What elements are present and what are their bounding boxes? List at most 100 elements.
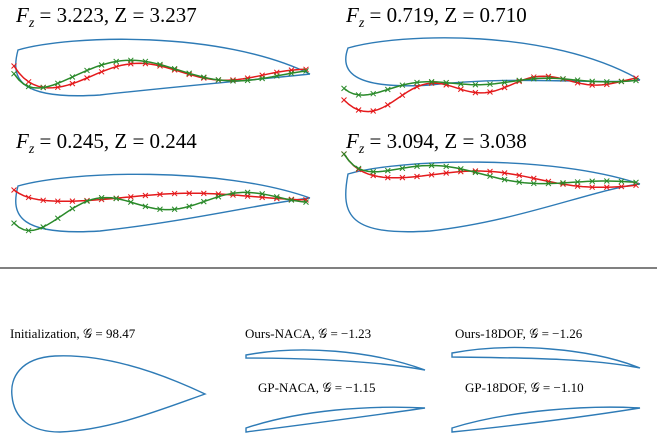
airfoil [345, 37, 641, 87]
pressure-curve [13, 191, 307, 232]
curve-marker [472, 81, 479, 88]
curve-marker [259, 191, 266, 197]
curve-marker [603, 184, 610, 191]
curve-marker [443, 79, 450, 86]
curve-marker [618, 78, 625, 85]
curve-marker [186, 70, 193, 77]
curve-marker [11, 220, 17, 226]
result-label: GP-18DOF, 𝒢 = −1.10 [465, 380, 584, 395]
curve-marker [98, 68, 105, 75]
curve-marker [516, 172, 523, 179]
curve-marker [443, 170, 450, 176]
curve-marker [54, 80, 61, 87]
symbol: F [345, 3, 359, 27]
curve-marker [384, 86, 391, 93]
curve-marker [370, 168, 377, 175]
result-label: Ours-18DOF, 𝒢 = −1.26 [455, 326, 583, 341]
curve-marker [501, 84, 508, 91]
curve-marker [618, 183, 625, 190]
curve-marker [414, 163, 420, 170]
curve-marker [98, 62, 105, 68]
panel-title: Fz = 3.223, Z = 3.237 [15, 3, 197, 31]
curve-marker [215, 77, 222, 83]
panel-title: Fz = 3.094, Z = 3.038 [345, 129, 527, 157]
curve-marker [171, 190, 178, 197]
curve-marker [171, 206, 178, 213]
curve-marker [414, 173, 420, 180]
curve-marker [589, 78, 596, 85]
curve-marker [560, 180, 566, 186]
curve-marker [84, 75, 90, 81]
curve-marker [25, 78, 32, 85]
curve-marker [25, 194, 32, 201]
curve-marker [84, 67, 90, 74]
curve-marker [487, 173, 493, 180]
airfoil [15, 38, 311, 97]
curve-marker [355, 165, 362, 172]
curve-marker [288, 197, 295, 203]
curve-marker [603, 79, 610, 85]
curve-marker [113, 58, 120, 65]
curve-marker [355, 92, 362, 98]
curve-marker [200, 198, 207, 205]
curve-marker [244, 189, 251, 196]
curve-marker [603, 81, 610, 88]
curve-marker [341, 151, 347, 157]
curve-marker [487, 168, 493, 175]
panel-title: Fz = 0.719, Z = 0.710 [345, 3, 527, 31]
curve-marker [530, 180, 537, 187]
curve-marker [574, 77, 581, 83]
curve-marker [25, 83, 32, 90]
curve-marker [560, 75, 566, 82]
curve-marker [633, 179, 639, 186]
curve-marker [273, 73, 280, 79]
curve-marker [288, 70, 295, 77]
panel-title: Fz = 0.245, Z = 0.244 [15, 129, 197, 157]
curve-marker [443, 163, 450, 170]
curve-marker [171, 65, 178, 72]
curve-marker [157, 61, 163, 68]
curve-marker [54, 215, 61, 222]
curve-marker [11, 187, 17, 193]
curve-marker [127, 57, 134, 64]
curve-marker [69, 198, 76, 205]
curve-marker [127, 199, 134, 205]
curve-marker [244, 77, 251, 84]
curve-marker [574, 179, 581, 185]
curve-marker [457, 166, 464, 172]
curve-marker [472, 169, 479, 176]
curve-marker [545, 75, 552, 82]
gp-18dof-airfoil [451, 406, 641, 433]
rest: = 3.223, Z = 3.237 [34, 3, 197, 27]
curve-marker [303, 199, 309, 205]
curve-marker [501, 79, 508, 86]
curve-marker [428, 78, 435, 85]
curve-marker [341, 97, 347, 103]
curve-marker [487, 81, 493, 88]
subscript: z [28, 142, 35, 157]
curve-marker [399, 82, 406, 89]
curve-marker [54, 198, 61, 205]
curve-marker [457, 81, 464, 87]
curve-marker [259, 75, 266, 82]
airfoil [15, 173, 311, 233]
gp-naca-airfoil [245, 406, 426, 433]
curve-marker [384, 167, 391, 174]
result-label: GP-NACA, 𝒢 = −1.15 [258, 380, 375, 395]
symbol: F [15, 129, 29, 153]
curve-marker [25, 227, 32, 234]
subscript: z [28, 16, 35, 31]
curve-marker [487, 89, 493, 95]
curve-marker [414, 83, 420, 90]
curve-marker [11, 63, 17, 69]
curve-marker [200, 190, 207, 197]
curve-marker [113, 195, 120, 202]
symbol: F [345, 129, 359, 153]
ours-18dof-airfoil [451, 346, 641, 369]
curve-marker [501, 176, 508, 183]
curve-marker [633, 77, 639, 84]
curve-marker [355, 107, 362, 113]
